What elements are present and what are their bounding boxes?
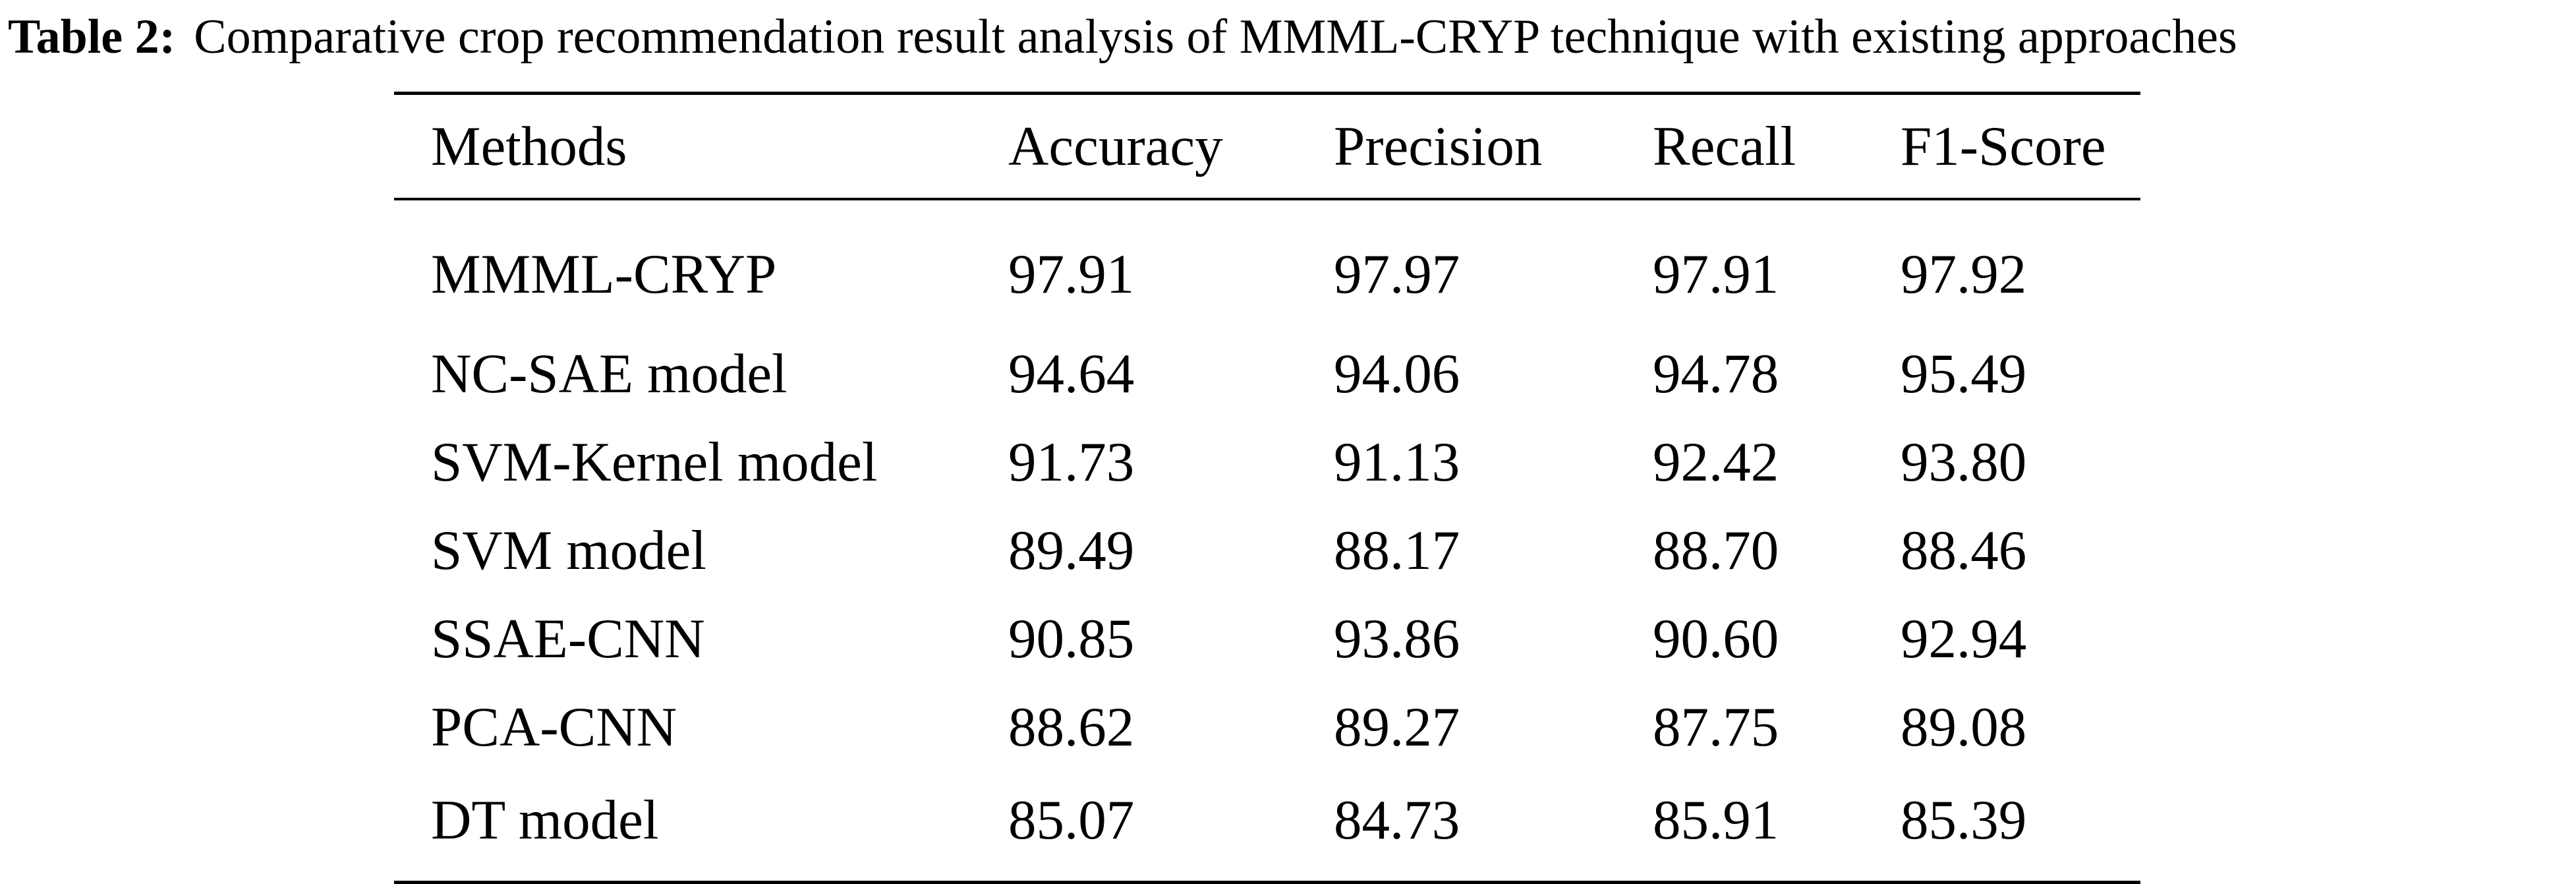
precision-cell: 93.86 [1334, 607, 1460, 670]
accuracy-cell: 90.85 [1008, 607, 1135, 670]
header-recall: Recall [1653, 115, 1796, 177]
table-row: DT model 85.07 84.73 85.91 85.39 [394, 771, 2140, 883]
header-f1-score: F1-Score [1901, 115, 2106, 177]
f1-score-cell: 92.94 [1901, 607, 2027, 670]
f1-score-cell: 93.80 [1901, 430, 2027, 493]
table-row: SVM-Kernel model 91.73 91.13 92.42 93.80 [394, 418, 2140, 506]
table-row: SVM model 89.49 88.17 88.70 88.46 [394, 506, 2140, 595]
f1-score-cell: 95.49 [1901, 342, 2027, 405]
table-caption-label: Table 2: [8, 10, 176, 64]
precision-cell: 84.73 [1334, 788, 1460, 851]
method-cell: NC-SAE model [431, 342, 787, 405]
precision-cell: 97.97 [1334, 243, 1460, 305]
f1-score-cell: 97.92 [1901, 243, 2027, 305]
recall-cell: 94.78 [1653, 342, 1779, 405]
table-row: SSAE-CNN 90.85 93.86 90.60 92.94 [394, 595, 2140, 683]
precision-cell: 88.17 [1334, 519, 1460, 581]
f1-score-cell: 88.46 [1901, 519, 2027, 581]
recall-cell: 92.42 [1653, 430, 1779, 493]
table-row: PCA-CNN 88.62 89.27 87.75 89.08 [394, 683, 2140, 771]
accuracy-cell: 89.49 [1008, 519, 1135, 581]
recall-cell: 97.91 [1653, 243, 1779, 305]
f1-score-cell: 85.39 [1901, 788, 2027, 851]
method-cell: PCA-CNN [431, 695, 677, 758]
f1-score-cell: 89.08 [1901, 695, 2027, 758]
table-header-row: Methods Accuracy Precision Recall F1-Sco… [394, 93, 2140, 199]
accuracy-cell: 94.64 [1008, 342, 1135, 405]
accuracy-cell: 88.62 [1008, 695, 1135, 758]
method-cell: DT model [431, 788, 659, 851]
header-precision: Precision [1334, 115, 1543, 177]
results-table: Methods Accuracy Precision Recall F1-Sco… [394, 92, 2140, 884]
method-cell: SSAE-CNN [431, 607, 705, 670]
recall-cell: 87.75 [1653, 695, 1779, 758]
table-row: MMML-CRYP 97.91 97.97 97.91 97.92 [394, 199, 2140, 330]
header-accuracy: Accuracy [1008, 115, 1223, 177]
method-cell: SVM-Kernel model [431, 430, 878, 493]
table-caption-text: Comparative crop recommendation result a… [194, 10, 2237, 64]
table-row: NC-SAE model 94.64 94.06 94.78 95.49 [394, 330, 2140, 418]
header-methods: Methods [431, 115, 627, 177]
recall-cell: 88.70 [1653, 519, 1779, 581]
recall-cell: 85.91 [1653, 788, 1779, 851]
table-caption: Table 2: Comparative crop recommendation… [8, 0, 2571, 74]
method-cell: MMML-CRYP [431, 243, 777, 305]
accuracy-cell: 85.07 [1008, 788, 1135, 851]
precision-cell: 89.27 [1334, 695, 1460, 758]
precision-cell: 94.06 [1334, 342, 1460, 405]
accuracy-cell: 97.91 [1008, 243, 1135, 305]
results-table-container: Methods Accuracy Precision Recall F1-Sco… [394, 92, 2140, 884]
method-cell: SVM model [431, 519, 706, 581]
accuracy-cell: 91.73 [1008, 430, 1135, 493]
recall-cell: 90.60 [1653, 607, 1779, 670]
precision-cell: 91.13 [1334, 430, 1460, 493]
